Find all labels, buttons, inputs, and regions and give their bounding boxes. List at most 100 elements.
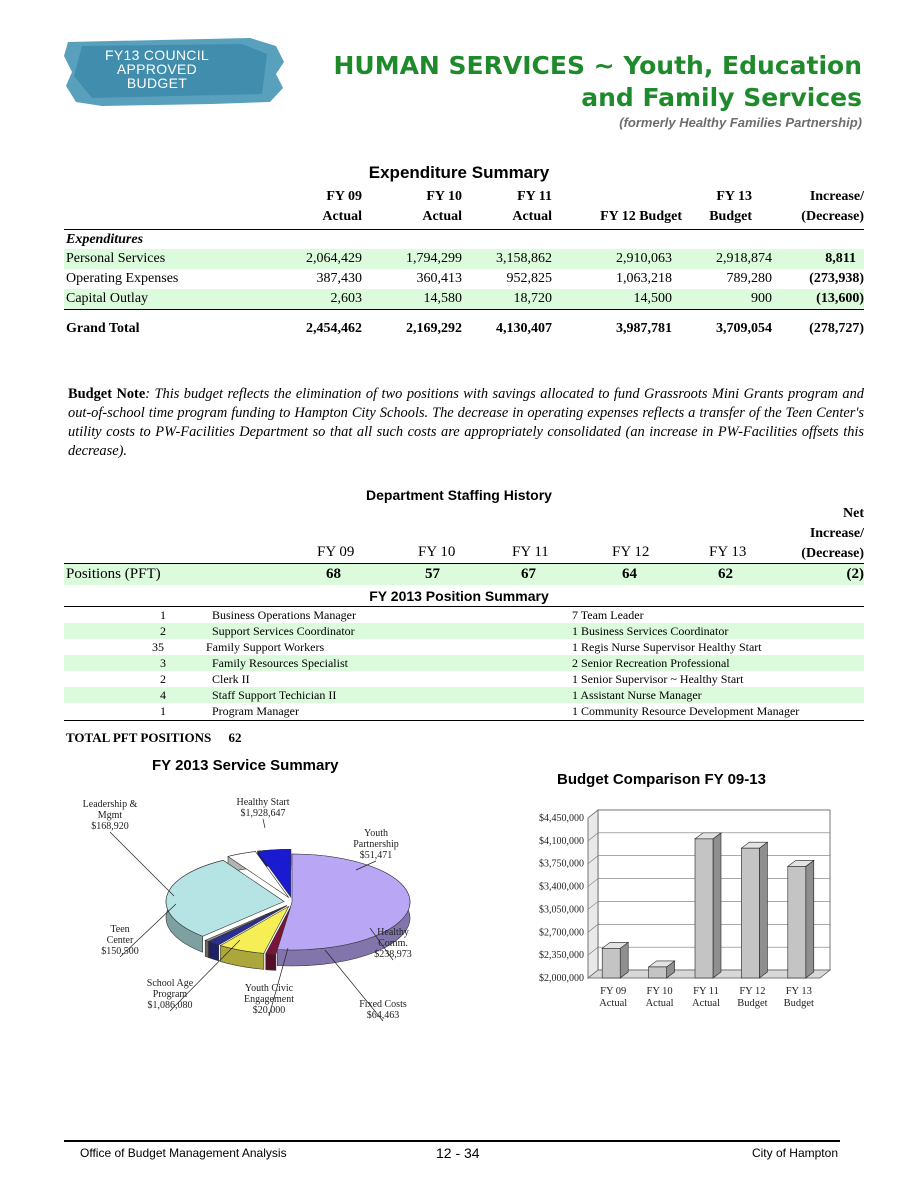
position-count: 35 bbox=[152, 640, 164, 654]
bar bbox=[601, 948, 621, 979]
position-entry: 7 Team Leader bbox=[572, 608, 644, 622]
cell-value: 2,169,292 bbox=[406, 321, 462, 336]
cell-value: 64 bbox=[622, 566, 637, 582]
cell-value: 68 bbox=[326, 566, 341, 582]
pie-label-line: Teen bbox=[110, 924, 129, 935]
pie-label-line: Healthy bbox=[377, 927, 409, 938]
list-item: 2 Support Services Coordinator 1 Busines… bbox=[64, 623, 864, 639]
bar-chart-title: Budget Comparison FY 09-13 bbox=[557, 771, 766, 788]
col-header: (Decrease) bbox=[801, 209, 864, 224]
x-tick-label-line: FY 11 bbox=[693, 986, 719, 997]
council-badge: FY13 COUNCIL APPROVED BUDGET bbox=[62, 36, 287, 106]
pie-label-line: $64,463 bbox=[367, 1010, 400, 1021]
pie-chart-title: FY 2013 Service Summary bbox=[152, 757, 339, 774]
col-header: Actual bbox=[512, 209, 552, 224]
row-label: Grand Total bbox=[66, 321, 140, 336]
position-entry: 2 Senior Recreation Professional bbox=[572, 656, 730, 670]
x-tick-label-line: Actual bbox=[646, 998, 674, 1009]
position-entry: 1 Assistant Nurse Manager bbox=[572, 688, 702, 702]
pie-leader-line bbox=[109, 831, 175, 897]
pie-label-line: Center bbox=[107, 935, 134, 946]
bar bbox=[741, 847, 760, 979]
cell-value: 62 bbox=[718, 566, 733, 582]
gridline-side bbox=[587, 901, 599, 910]
divider bbox=[64, 309, 864, 310]
pie-slice bbox=[276, 853, 411, 951]
footer-left: Office of Budget Management Analysis bbox=[80, 1146, 287, 1160]
list-item: 3 Family Resources Specialist 2 Senior R… bbox=[64, 655, 864, 671]
gridline-side bbox=[587, 878, 599, 887]
x-tick-label-line: FY 12 bbox=[739, 986, 765, 997]
x-tick-label-line: FY 10 bbox=[647, 986, 673, 997]
y-tick-label: $4,100,000 bbox=[539, 836, 584, 847]
gridline-side bbox=[587, 855, 599, 864]
gridline-side bbox=[587, 924, 599, 933]
pie-label-line: $150,500 bbox=[101, 946, 139, 957]
cell-value: 2,918,874 bbox=[716, 251, 772, 266]
cell-value: 900 bbox=[751, 291, 772, 306]
net-change-header: Net Increase/ (Decrease) bbox=[764, 504, 864, 564]
cell-value: 2,603 bbox=[330, 291, 363, 306]
list-item: 35 Family Support Workers 1 Regis Nurse … bbox=[64, 639, 864, 655]
section-label: Expenditures bbox=[66, 232, 144, 247]
x-tick-label: FY 09 Actual bbox=[599, 986, 627, 1009]
expenditures-section-label-row: Expenditures bbox=[64, 230, 864, 250]
y-tick-label: $3,750,000 bbox=[539, 859, 584, 870]
col-header: FY 10 bbox=[426, 189, 462, 204]
position-count: 1 bbox=[160, 608, 166, 622]
bar bbox=[787, 866, 807, 979]
x-tick-label-line: Budget bbox=[737, 998, 767, 1009]
row-label: Capital Outlay bbox=[66, 291, 149, 306]
pie-leader-line bbox=[262, 818, 266, 829]
footer-right: City of Hampton bbox=[751, 1146, 838, 1160]
pie-label-line: Program bbox=[153, 989, 188, 1000]
col-header: Budget bbox=[709, 209, 752, 224]
position-entry: 1 Senior Supervisor ~ Healthy Start bbox=[572, 672, 744, 686]
col-header: FY 12 Budget bbox=[600, 209, 682, 224]
position-count: 3 bbox=[160, 656, 166, 670]
page-title-line-2: and Family Services bbox=[581, 83, 862, 112]
pie-slice bbox=[219, 905, 290, 954]
table-row: Capital Outlay 2,603 14,580 18,720 14,50… bbox=[64, 289, 864, 309]
pie-label-line: Comm. bbox=[378, 938, 408, 949]
pie-leader-line bbox=[369, 927, 394, 961]
bar-side bbox=[712, 832, 722, 979]
x-tick-label: FY 12 Budget bbox=[737, 986, 767, 1009]
cell-value: (278,727) bbox=[809, 321, 864, 336]
bar-side bbox=[805, 859, 815, 979]
badge-line-2: APPROVED bbox=[116, 61, 198, 77]
gridline-side bbox=[587, 946, 599, 956]
year-header: FY 13 bbox=[709, 544, 747, 560]
position-name: Business Operations Manager bbox=[212, 608, 356, 622]
position-count: 4 bbox=[160, 688, 166, 702]
y-tick-label: $3,400,000 bbox=[539, 882, 584, 893]
cell-value: 4,130,407 bbox=[496, 321, 552, 336]
col-header: FY 11 bbox=[517, 189, 552, 204]
position-summary-title: FY 2013 Position Summary bbox=[369, 588, 549, 604]
position-name: Clerk II bbox=[212, 672, 250, 686]
badge-line-1: FY13 COUNCIL bbox=[105, 47, 209, 63]
staffing-history-title: Department Staffing History bbox=[366, 487, 552, 503]
year-header: FY 11 bbox=[512, 544, 549, 560]
row-label: Personal Services bbox=[66, 251, 166, 266]
pie-label-line: Healthy Start bbox=[236, 797, 289, 808]
pie-slice bbox=[165, 860, 285, 937]
total-label: TOTAL PFT POSITIONS bbox=[66, 730, 212, 745]
y-tick-label: $2,700,000 bbox=[539, 927, 584, 938]
position-name: Family Resources Specialist bbox=[212, 656, 348, 670]
position-name: Support Services Coordinator bbox=[212, 624, 355, 638]
x-tick-label: FY 13 Budget bbox=[784, 986, 814, 1009]
row-label: Operating Expenses bbox=[66, 271, 179, 286]
page-title-line-1: HUMAN SERVICES ~ Youth, Education bbox=[333, 51, 862, 80]
header-line: (Decrease) bbox=[801, 546, 864, 561]
cell-value: 8,811 bbox=[825, 251, 856, 266]
gridline-side bbox=[587, 832, 599, 842]
pie-slice bbox=[257, 848, 292, 899]
x-tick-label-line: Actual bbox=[599, 998, 627, 1009]
staffing-years-row: FY 09 FY 10 FY 11 FY 12 FY 13 bbox=[64, 542, 864, 562]
cell-value: 3,987,781 bbox=[616, 321, 672, 336]
pie-label-line: Fixed Costs bbox=[359, 999, 407, 1010]
bar bbox=[648, 966, 667, 979]
cell-value: 2,064,429 bbox=[306, 251, 362, 266]
